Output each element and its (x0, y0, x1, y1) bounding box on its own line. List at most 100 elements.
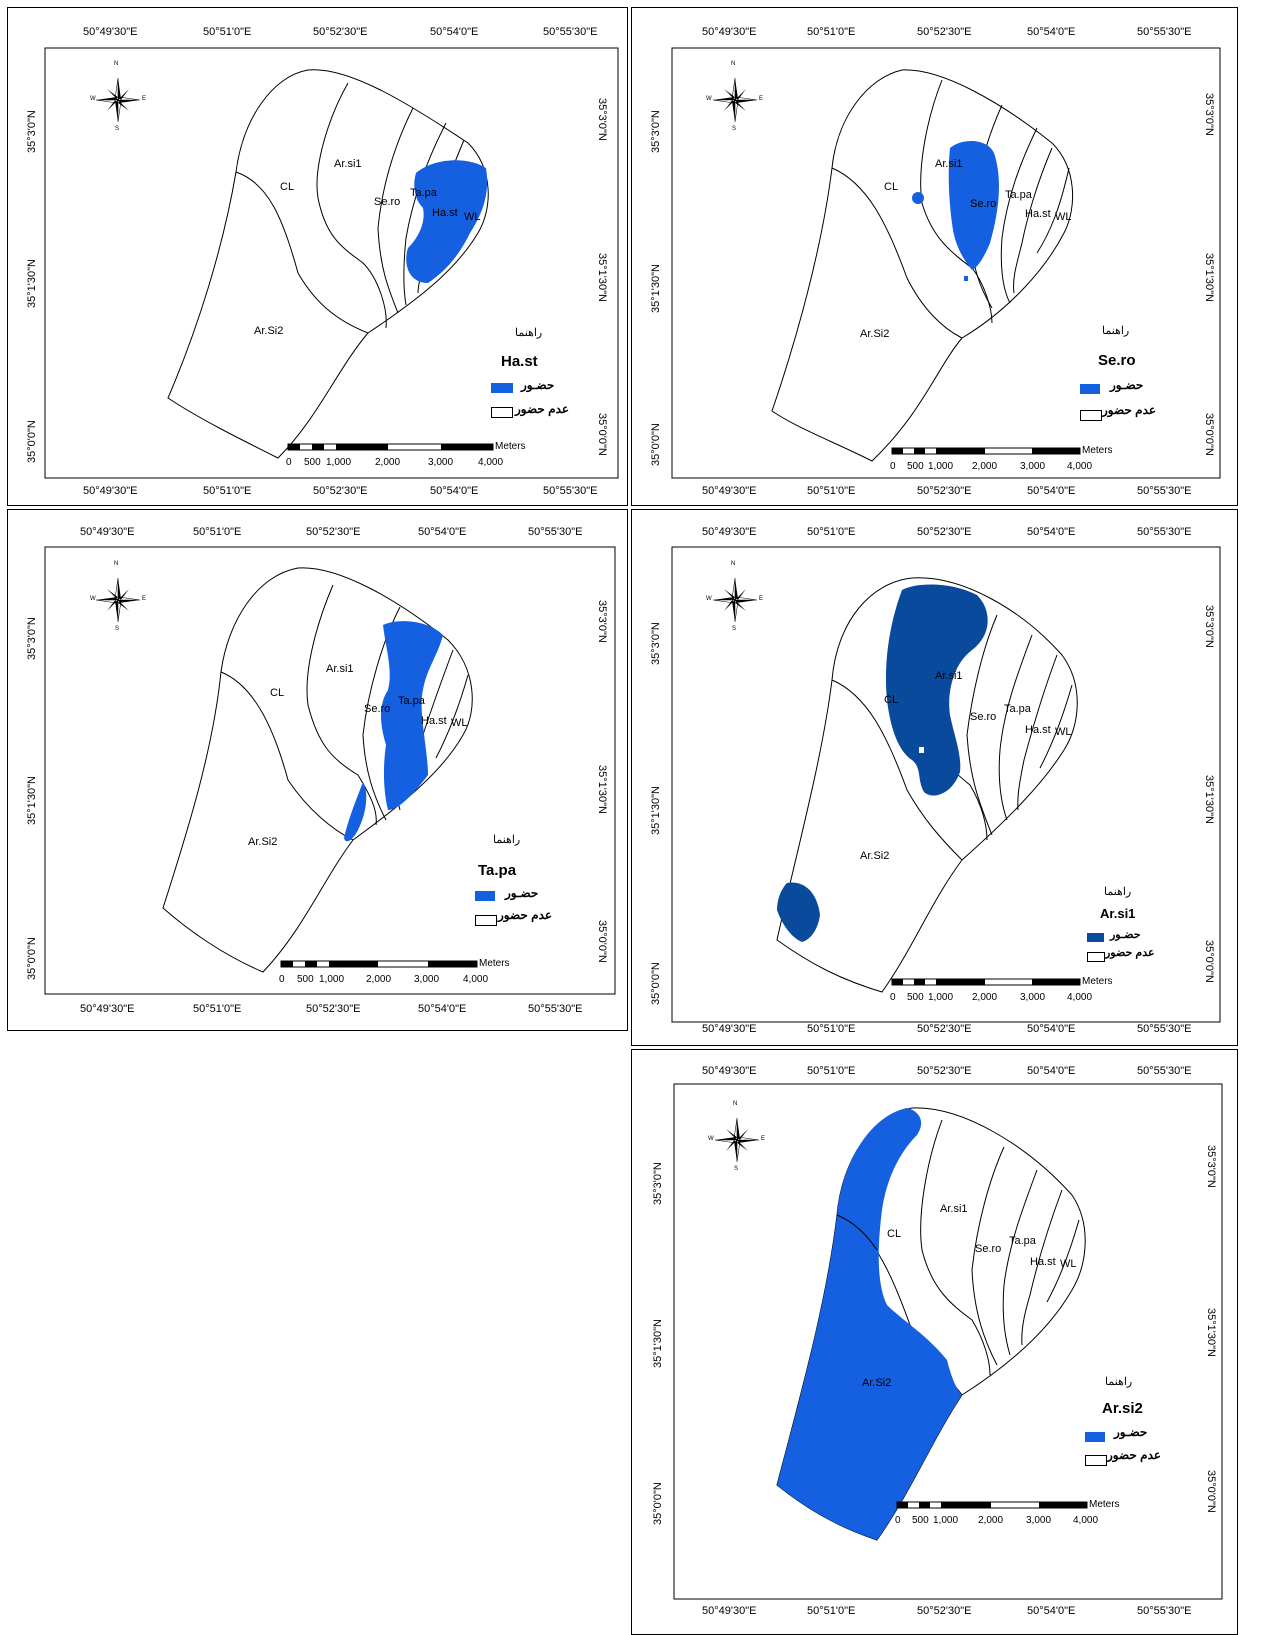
x-coord-top: 50°55'30"E (543, 26, 598, 38)
compass-rose-icon (95, 577, 141, 623)
x-coord-top: 50°54'0"E (430, 26, 479, 38)
map-panel-ta-pa: 50°49'30"E 50°51'0"E 50°52'30"E 50°54'0"… (7, 509, 628, 1031)
y-coord-left: 35°3'0"N (26, 110, 38, 153)
compass-e: E (142, 596, 147, 602)
y-coord-left: 35°0'0"N (650, 962, 662, 1005)
legend-present-label: حضـور (521, 378, 555, 392)
compass-s: S (115, 126, 120, 132)
zone-label: Ha.st (432, 207, 458, 219)
y-coord-left: 35°3'0"N (650, 110, 662, 153)
scale-label: 2,000 (972, 992, 998, 1003)
zone-label: Ar.si1 (334, 158, 362, 170)
y-coord-right: 35°1'30"N (596, 765, 608, 814)
zone-label: Ar.si1 (940, 1203, 968, 1215)
x-coord-top: 50°54'0"E (1027, 1065, 1076, 1077)
compass-e: E (759, 96, 764, 102)
scale-label: 4,000 (1067, 461, 1093, 472)
x-coord-bottom: 50°52'30"E (306, 1003, 361, 1015)
compass-n: N (733, 1101, 738, 1107)
x-coord-top: 50°52'30"E (306, 526, 361, 538)
legend-present-label: حضـور (1110, 378, 1144, 392)
x-coord-bottom: 50°52'30"E (917, 1605, 972, 1617)
legend-absent-label: عدم حضور (515, 402, 570, 416)
compass-n: N (731, 561, 736, 567)
x-coord-bottom: 50°49'30"E (702, 1023, 757, 1035)
scale-bar (891, 978, 1081, 986)
legend-absent-label: عدم حضور (498, 908, 553, 922)
legend-species: Ta.pa (478, 862, 517, 879)
x-coord-bottom: 50°54'0"E (418, 1003, 467, 1015)
scale-label: 1,000 (933, 1515, 959, 1526)
x-coord-top: 50°54'0"E (1027, 526, 1076, 538)
x-coord-top: 50°52'30"E (917, 26, 972, 38)
y-coord-right: 35°3'0"N (596, 98, 608, 141)
y-coord-right: 35°0'0"N (1205, 1470, 1217, 1513)
scale-label: 3,000 (428, 457, 454, 468)
x-coord-top: 50°51'0"E (807, 1065, 856, 1077)
x-coord-bottom: 50°55'30"E (1137, 1023, 1192, 1035)
y-coord-right: 35°0'0"N (596, 920, 608, 963)
scale-label: 500 (297, 974, 314, 985)
scale-unit: Meters (1082, 976, 1113, 987)
x-coord-bottom: 50°52'30"E (917, 485, 972, 497)
x-coord-bottom: 50°54'0"E (430, 485, 479, 497)
x-coord-bottom: 50°52'30"E (917, 1023, 972, 1035)
map-canvas (671, 546, 1221, 1023)
x-coord-top: 50°49'30"E (702, 26, 757, 38)
y-coord-left: 35°3'0"N (26, 617, 38, 660)
x-coord-top: 50°49'30"E (80, 526, 135, 538)
y-coord-left: 35°0'0"N (650, 423, 662, 466)
legend-species: Ar.si2 (1102, 1400, 1143, 1417)
map-canvas (44, 47, 619, 479)
zone-label: CL (270, 687, 285, 699)
scale-label: 3,000 (1020, 992, 1046, 1003)
zone-label: WL (1055, 726, 1072, 738)
y-coord-left: 35°0'0"N (652, 1482, 664, 1525)
y-coord-right: 35°0'0"N (1203, 413, 1215, 456)
scale-label: 1,000 (928, 461, 954, 472)
compass-s: S (732, 126, 737, 132)
legend-present-label: حضـور (505, 886, 539, 900)
compass-rose-icon (712, 577, 758, 623)
zone-label: WL (1055, 211, 1072, 223)
compass-w: W (708, 1136, 714, 1142)
map-canvas (44, 546, 616, 995)
scale-label: 4,000 (1067, 992, 1093, 1003)
zone-label: CL (280, 181, 295, 193)
x-coord-top: 50°49'30"E (702, 526, 757, 538)
compass-w: W (706, 596, 712, 602)
scale-label: 2,000 (972, 461, 998, 472)
x-coord-top: 50°52'30"E (313, 26, 368, 38)
scale-label: 0 (895, 1515, 901, 1526)
scale-unit: Meters (495, 441, 526, 452)
zone-label: Ta.pa (1005, 189, 1032, 201)
y-coord-left: 35°1'30"N (650, 786, 662, 835)
scale-label: 4,000 (478, 457, 504, 468)
x-coord-top: 50°52'30"E (917, 1065, 972, 1077)
legend-absent-swatch (1087, 952, 1105, 962)
zone-label: Ha.st (1030, 1256, 1056, 1268)
y-coord-right: 35°3'0"N (1205, 1145, 1217, 1188)
scale-label: 4,000 (1073, 1515, 1099, 1526)
map-canvas (673, 1083, 1223, 1600)
scale-bar (896, 1501, 1088, 1509)
zone-label: CL (884, 181, 899, 193)
y-coord-right: 35°0'0"N (596, 413, 608, 456)
zone-label: Ar.Si2 (248, 836, 278, 848)
x-coord-bottom: 50°49'30"E (80, 1003, 135, 1015)
x-coord-bottom: 50°49'30"E (83, 485, 138, 497)
legend-present-swatch (1085, 1432, 1105, 1442)
x-coord-bottom: 50°49'30"E (702, 1605, 757, 1617)
map-panel-ar-si1: 50°49'30"E 50°51'0"E 50°52'30"E 50°54'0"… (631, 509, 1238, 1046)
y-coord-left: 35°1'30"N (26, 259, 38, 308)
scale-label: 1,000 (326, 457, 352, 468)
x-coord-top: 50°55'30"E (1137, 1065, 1192, 1077)
zone-label: Se.ro (374, 196, 401, 208)
legend-present-label: حضـور (1110, 929, 1141, 941)
zone-label: CL (884, 694, 899, 706)
x-coord-bottom: 50°55'30"E (528, 1003, 583, 1015)
legend-title: راهنما (1102, 325, 1130, 337)
legend-absent-swatch (491, 407, 513, 418)
scale-label: 1,000 (928, 992, 954, 1003)
zone-label: Se.ro (975, 1243, 1002, 1255)
